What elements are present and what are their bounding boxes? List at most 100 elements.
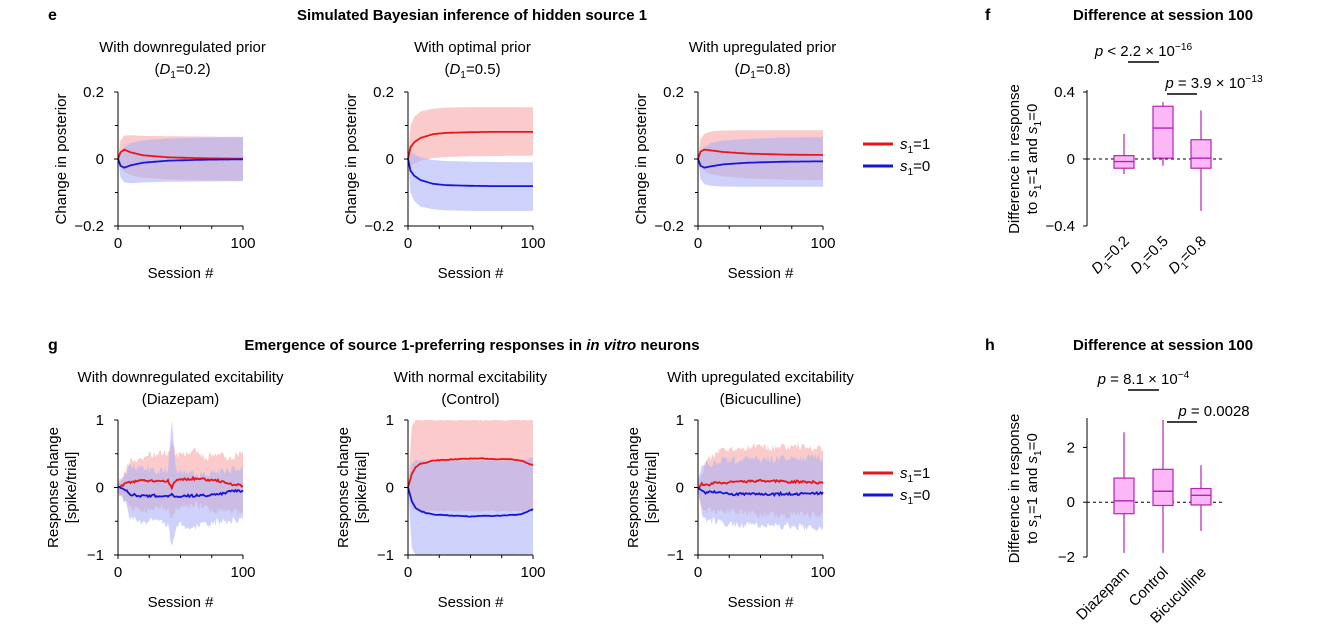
panel-title-f: Difference at session 100	[1073, 7, 1253, 24]
label-part: (	[154, 61, 159, 78]
y-tick-label: 1	[386, 412, 394, 429]
y-axis-label: Change in posterior	[343, 94, 360, 225]
y-axis-label: Response change	[45, 427, 62, 548]
x-tick-label: 0	[114, 564, 122, 581]
chart-title: With downregulated excitability	[78, 369, 284, 386]
label-part: s	[1024, 455, 1041, 463]
label-part: to	[1024, 527, 1041, 544]
panel-title-e: Simulated Bayesian inference of hidden s…	[297, 7, 647, 24]
y-axis-label: to s1=1 and s1=0	[1024, 433, 1044, 544]
label-part: 1	[908, 496, 914, 507]
label-part: 1	[750, 70, 756, 81]
y-axis-label: [spike/trial]	[353, 452, 370, 524]
chart-subtitle: (Diazepam)	[142, 391, 220, 408]
x-axis-label: Session #	[438, 594, 505, 611]
chart-g2: 1 0 −1 0 100 Session # Response change [spike/t…	[335, 369, 548, 611]
box	[1190, 139, 1212, 169]
x-tick-label: 100	[810, 235, 835, 252]
chart-title: With optimal prior	[414, 39, 531, 56]
chart-subtitle: (D1=0.5)	[444, 61, 500, 81]
label-part: p	[1097, 371, 1106, 388]
line-s1-0	[117, 158, 243, 169]
label-part: = 0.0028	[1187, 403, 1250, 420]
category-label: D1=0.5	[1127, 233, 1174, 280]
label-part: −4	[1178, 370, 1190, 381]
y-axis-label: Response change	[335, 427, 352, 548]
panel-letter-e: e	[48, 7, 57, 24]
line-s1-1	[117, 148, 243, 160]
line-s1-0	[407, 487, 534, 518]
line-s1-1	[117, 475, 244, 491]
chart-title: With normal excitability	[394, 369, 548, 386]
category-label: Diazepam	[1073, 564, 1133, 624]
legend: s1=1s1=0	[863, 136, 930, 178]
y-tick-label: −0.2	[74, 218, 104, 235]
y-tick-label: 0	[676, 151, 684, 168]
legend-label: s1=1	[900, 136, 930, 156]
label-part: s	[900, 487, 908, 504]
label-part: 1	[460, 70, 466, 81]
box	[1190, 487, 1212, 506]
label-part: neurons	[636, 337, 699, 354]
x-tick-label: 100	[520, 564, 545, 581]
y-axis-label: Change in posterior	[633, 94, 650, 225]
box	[1113, 477, 1135, 515]
label-part: p	[1164, 75, 1173, 92]
label-part: −13	[1245, 74, 1263, 85]
y-tick-label: 1	[96, 412, 104, 429]
x-tick-label: 0	[694, 235, 702, 252]
category-label: D1=0.2	[1088, 233, 1135, 280]
label-part: =1	[913, 465, 930, 482]
panel-title-h: Difference at session 100	[1073, 337, 1253, 354]
label-part: (	[734, 61, 739, 78]
label-part: p	[1177, 403, 1186, 420]
x-axis-label: Session #	[728, 594, 795, 611]
y-tick-label: 0.2	[663, 84, 684, 101]
y-tick-label: 0	[386, 480, 394, 497]
y-axis-label: Change in posterior	[53, 94, 70, 225]
y-tick-label: 0.2	[373, 84, 394, 101]
chart-e2: 0.2 0 −0.2 0 100 Session # Change in posterior…	[343, 39, 546, 282]
label-part: s	[900, 465, 908, 482]
category-label: D1=0.8	[1165, 233, 1212, 280]
chart-e1: 0.2 0 −0.2 0 100 Session # Change in posterior…	[53, 39, 266, 282]
y-tick-label: −0.2	[654, 218, 684, 235]
significance-label: p = 0.0028	[1177, 403, 1249, 420]
label-part: D	[739, 61, 750, 78]
y-tick-label: 0	[386, 151, 394, 168]
y-axis-label: [spike/trial]	[643, 452, 660, 524]
band-s1-0	[698, 454, 823, 531]
chart-title: With upregulated prior	[689, 39, 837, 56]
chart-subtitle: (Control)	[441, 391, 499, 408]
y-tick-label: −0.4	[1045, 218, 1075, 235]
y-tick-label: −0.2	[364, 218, 394, 235]
x-tick-label: 100	[520, 235, 545, 252]
label-part: =0	[1024, 104, 1041, 121]
y-tick-label: −1	[667, 547, 684, 564]
line-s1-1	[407, 131, 533, 160]
label-part: =0.5)	[466, 61, 501, 78]
line-s1-0	[697, 487, 824, 498]
chart-title: With upregulated excitability	[667, 369, 854, 386]
y-tick-label: 0	[1067, 151, 1075, 168]
label-part: s	[900, 136, 908, 153]
chart-g3: 1 0 −1 0 100 Session # Response change [spike/t…	[625, 369, 854, 611]
label-part: = 3.9 × 10	[1174, 75, 1246, 92]
x-tick-label: 0	[694, 564, 702, 581]
line-s1-1	[407, 457, 534, 488]
x-tick-label: 0	[404, 564, 412, 581]
label-part: 1	[908, 167, 914, 178]
line-s1-0	[407, 158, 533, 187]
y-axis-label: Difference in response	[1006, 414, 1023, 564]
label-part: =1	[913, 136, 930, 153]
box	[1152, 105, 1174, 159]
chart-g1: 1 0 −1 0 100 Session # Response change [spike/t…	[45, 369, 284, 611]
label-part: =0	[913, 487, 930, 504]
label-part: 1	[1033, 450, 1044, 456]
label-part: =0	[913, 158, 930, 175]
label-part: 1	[908, 145, 914, 156]
label-part: s	[1024, 126, 1041, 134]
label-part: D	[159, 61, 170, 78]
